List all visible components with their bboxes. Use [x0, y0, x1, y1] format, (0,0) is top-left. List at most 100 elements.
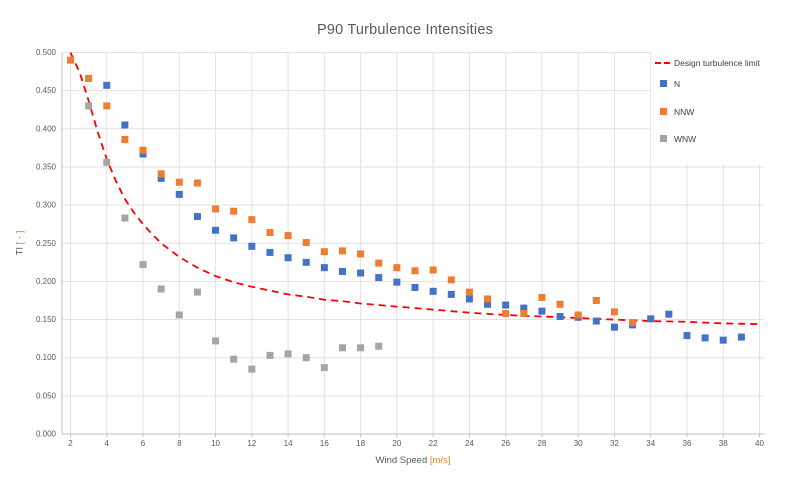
series-NNW-point [175, 178, 183, 186]
series-N-point [647, 315, 655, 323]
series-N-point [429, 287, 437, 295]
x-tick-label: 30 [574, 439, 583, 448]
legend-label-design-limit: Design turbulence limit [674, 58, 760, 68]
series-NNW-point [67, 56, 74, 64]
y-tick-label: 0.000 [36, 430, 57, 439]
series-N-point [302, 258, 310, 266]
series-WNW-point [375, 342, 383, 350]
series-NNW-point [465, 288, 473, 296]
series-NNW-point [629, 319, 637, 327]
y-tick-label: 0.450 [36, 86, 57, 95]
series-NNW-point [266, 229, 274, 237]
x-axis-label: Wind Speed [m/s] [0, 455, 800, 466]
series-NNW [67, 56, 637, 327]
x-tick-label: 12 [247, 439, 256, 448]
series-WNW-point [212, 337, 220, 345]
series-WNW-point [302, 354, 310, 362]
series-N-point [320, 264, 328, 272]
y-tick-label: 0.250 [36, 239, 57, 248]
x-tick-label: 14 [284, 439, 293, 448]
series-WNW-point [284, 350, 292, 358]
legend-item-n: N [655, 79, 793, 90]
x-tick-label: 8 [177, 439, 182, 448]
series-N-point [357, 269, 365, 277]
series-N-point [701, 334, 709, 342]
x-axis-label-text: Wind Speed [375, 455, 428, 466]
series-N-point [230, 234, 238, 242]
series-NNW-point [375, 259, 383, 267]
series-NNW-point [139, 146, 147, 154]
x-tick-label: 16 [320, 439, 329, 448]
series-N-point [193, 213, 201, 221]
series-N-point [683, 332, 691, 340]
series-NNW-point [556, 300, 564, 308]
series-N-point [737, 333, 745, 341]
series-NNW-point [103, 102, 111, 110]
series-N-point [538, 307, 546, 315]
series-WNW-point [103, 158, 111, 166]
series-NNW-point [121, 135, 129, 143]
square-swatch-wnw-icon [660, 134, 667, 142]
series-N-point [484, 300, 492, 308]
series-NNW-point [212, 205, 220, 213]
y-axis-label-text: TI [14, 246, 26, 256]
series-N-point [248, 242, 256, 250]
series-N-point [447, 290, 455, 298]
legend-label-wnw: WNW [674, 133, 697, 144]
series-NNW-point [447, 276, 455, 284]
series-WNW-point [248, 365, 256, 373]
series-N-point [212, 226, 220, 234]
x-tick-label: 32 [610, 439, 619, 448]
series-WNW-point [266, 351, 274, 359]
series-N-point [592, 317, 600, 325]
series-N-point [411, 284, 419, 292]
x-tick-label: 4 [105, 439, 110, 448]
series-NNW-point [484, 295, 492, 303]
y-tick-label: 0.350 [36, 162, 57, 171]
x-tick-label: 36 [683, 439, 692, 448]
x-tick-label: 20 [392, 439, 401, 448]
x-tick-label: 40 [755, 439, 764, 448]
series-N [103, 81, 745, 344]
series-WNW-point [139, 261, 147, 269]
x-tick-label: 26 [501, 439, 510, 448]
legend-item-nnw: NNW [655, 107, 793, 118]
series-N-point [139, 150, 147, 158]
series-NNW-point [284, 232, 292, 240]
series-WNW-point [193, 288, 201, 296]
series-NNW-point [248, 216, 256, 224]
series-N-point [502, 301, 510, 309]
x-tick-label: 28 [537, 439, 546, 448]
y-tick-label: 0.150 [36, 315, 57, 324]
series-NNW-point [610, 308, 618, 316]
series-WNW-point [157, 285, 165, 293]
series-NNW-point [411, 267, 419, 275]
square-swatch-n-icon [660, 79, 667, 87]
series-NNW-point [357, 250, 365, 258]
x-tick-label: 38 [719, 439, 728, 448]
series-N-point [266, 248, 274, 256]
series-NNW-point [502, 309, 510, 317]
series-N-point [175, 190, 183, 198]
series-NNW-point [429, 266, 437, 274]
series-NNW-point [230, 207, 238, 215]
series-N-point [338, 267, 346, 275]
y-tick-label: 0.400 [36, 124, 57, 133]
series-N-point [665, 310, 673, 318]
series-N-point [465, 295, 473, 303]
series-NNW-point [393, 264, 401, 272]
series-NNW-point [592, 296, 600, 304]
series-N-point [556, 312, 564, 320]
series-N-point [375, 274, 383, 282]
series-N-point [121, 121, 129, 129]
series-WNW-point [175, 311, 183, 319]
series-WNW-point [230, 355, 238, 363]
series-NNW-point [338, 247, 346, 255]
x-tick-label: 24 [465, 439, 474, 448]
series-N-point [719, 336, 727, 344]
series-NNW-point [538, 293, 546, 301]
x-axis-unit-text: [m/s] [429, 455, 451, 466]
series-N-point [103, 81, 111, 89]
square-swatch-nnw-icon [660, 108, 667, 116]
